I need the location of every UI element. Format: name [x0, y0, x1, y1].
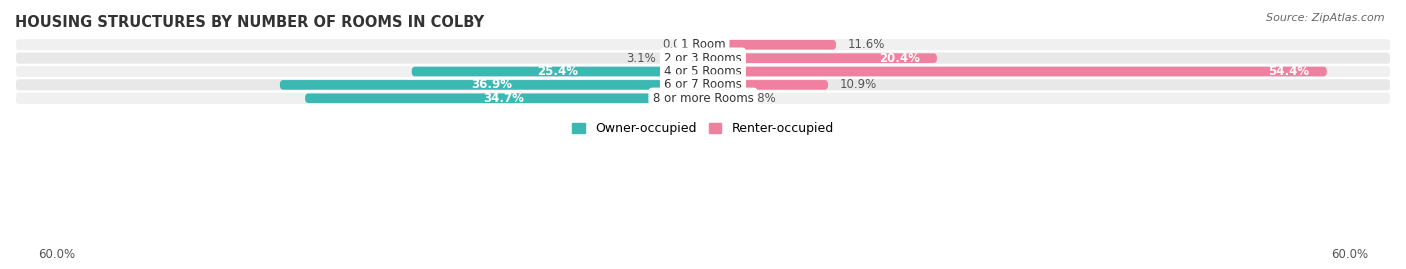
FancyBboxPatch shape	[15, 78, 1391, 91]
FancyBboxPatch shape	[280, 80, 703, 90]
Text: 25.4%: 25.4%	[537, 65, 578, 78]
Text: 2 or 3 Rooms: 2 or 3 Rooms	[664, 52, 742, 65]
FancyBboxPatch shape	[703, 67, 1327, 76]
Text: 60.0%: 60.0%	[38, 248, 75, 261]
FancyBboxPatch shape	[15, 51, 1391, 65]
Text: 34.7%: 34.7%	[484, 92, 524, 105]
Text: 8 or more Rooms: 8 or more Rooms	[652, 92, 754, 105]
Text: 10.9%: 10.9%	[839, 78, 877, 91]
FancyBboxPatch shape	[703, 80, 828, 90]
Text: 1 Room: 1 Room	[681, 38, 725, 51]
FancyBboxPatch shape	[668, 53, 703, 63]
Text: 6 or 7 Rooms: 6 or 7 Rooms	[664, 78, 742, 91]
Text: HOUSING STRUCTURES BY NUMBER OF ROOMS IN COLBY: HOUSING STRUCTURES BY NUMBER OF ROOMS IN…	[15, 15, 484, 30]
FancyBboxPatch shape	[15, 65, 1391, 78]
Text: 2.8%: 2.8%	[747, 92, 776, 105]
Text: 36.9%: 36.9%	[471, 78, 512, 91]
Text: 54.4%: 54.4%	[1268, 65, 1309, 78]
Text: 60.0%: 60.0%	[1331, 248, 1368, 261]
Text: 4 or 5 Rooms: 4 or 5 Rooms	[664, 65, 742, 78]
Legend: Owner-occupied, Renter-occupied: Owner-occupied, Renter-occupied	[568, 117, 838, 140]
FancyBboxPatch shape	[703, 93, 735, 103]
Text: 11.6%: 11.6%	[848, 38, 884, 51]
Text: 0.0%: 0.0%	[662, 38, 692, 51]
Text: Source: ZipAtlas.com: Source: ZipAtlas.com	[1267, 13, 1385, 23]
FancyBboxPatch shape	[305, 93, 703, 103]
Text: 20.4%: 20.4%	[879, 52, 920, 65]
FancyBboxPatch shape	[15, 91, 1391, 105]
FancyBboxPatch shape	[412, 67, 703, 76]
FancyBboxPatch shape	[703, 40, 837, 49]
FancyBboxPatch shape	[703, 53, 936, 63]
FancyBboxPatch shape	[15, 38, 1391, 51]
Text: 3.1%: 3.1%	[626, 52, 657, 65]
